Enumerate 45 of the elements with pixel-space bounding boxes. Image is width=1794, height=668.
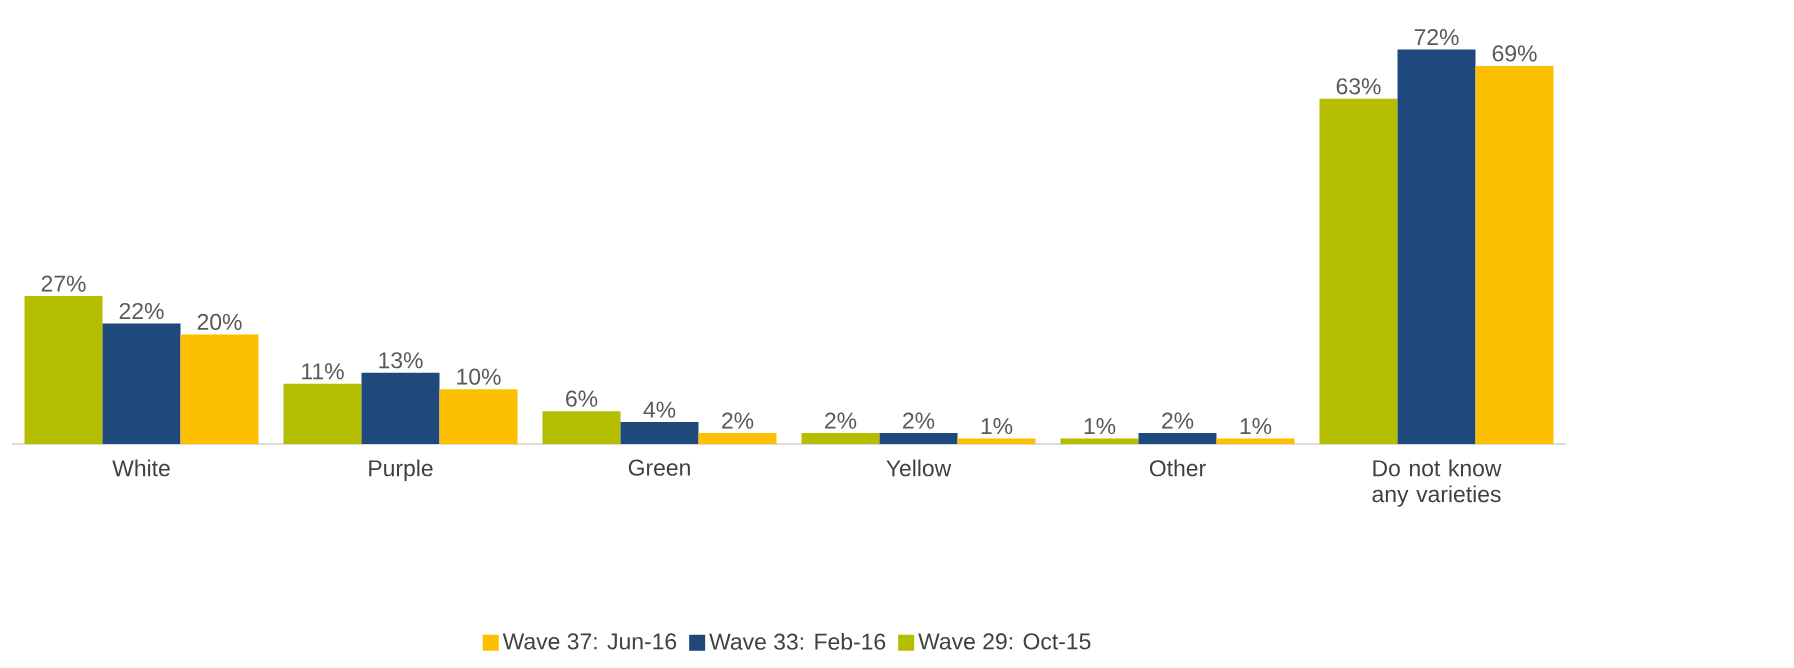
x-tick-label: Yellow xyxy=(886,459,952,477)
data-label: 6% xyxy=(566,390,598,407)
bar xyxy=(1319,98,1398,444)
data-label: 27% xyxy=(41,275,86,292)
data-label: 69% xyxy=(1492,45,1537,62)
bar xyxy=(1060,438,1139,444)
data-label: 20% xyxy=(197,313,242,331)
data-label: 11% xyxy=(302,363,344,380)
legend-label: Wave 37: Jun-16 xyxy=(502,633,677,650)
bar xyxy=(1138,433,1217,444)
bar xyxy=(1216,438,1295,444)
legend-label: Wave 29: Oct-15 xyxy=(918,633,1091,650)
bar xyxy=(957,438,1036,444)
x-tick-label: White xyxy=(112,459,170,477)
legend-label: Wave 33: Feb-16 xyxy=(709,632,886,650)
data-label: 2% xyxy=(1162,412,1194,429)
data-label: 1% xyxy=(1240,418,1272,435)
x-tick-label: Do not know any varieties xyxy=(1372,459,1502,507)
data-label: 2% xyxy=(903,412,935,429)
data-label: 2% xyxy=(722,412,754,429)
bar xyxy=(102,323,181,444)
bar xyxy=(283,383,362,444)
x-tick-label: Green xyxy=(628,459,690,476)
data-label: 4% xyxy=(643,401,676,418)
bar xyxy=(879,433,958,444)
data-label: 10% xyxy=(457,368,501,385)
data-label: 1% xyxy=(1084,418,1116,435)
data-label: 63% xyxy=(1336,78,1381,95)
bar xyxy=(361,372,440,444)
data-label: 72% xyxy=(1414,28,1459,46)
data-label: 22% xyxy=(119,302,164,320)
data-label: 1% xyxy=(981,418,1013,435)
bar xyxy=(439,389,518,444)
data-label: 13% xyxy=(379,352,423,369)
bar xyxy=(180,334,259,444)
bar xyxy=(698,433,777,444)
x-tick-label: Purple xyxy=(369,459,433,481)
bar xyxy=(620,422,699,444)
x-tick-label: Other xyxy=(1149,459,1206,477)
bar xyxy=(1397,49,1476,444)
bar xyxy=(24,296,103,444)
bar xyxy=(801,433,880,444)
bar xyxy=(542,411,621,444)
data-label: 2% xyxy=(825,412,857,429)
bar xyxy=(1475,65,1554,444)
